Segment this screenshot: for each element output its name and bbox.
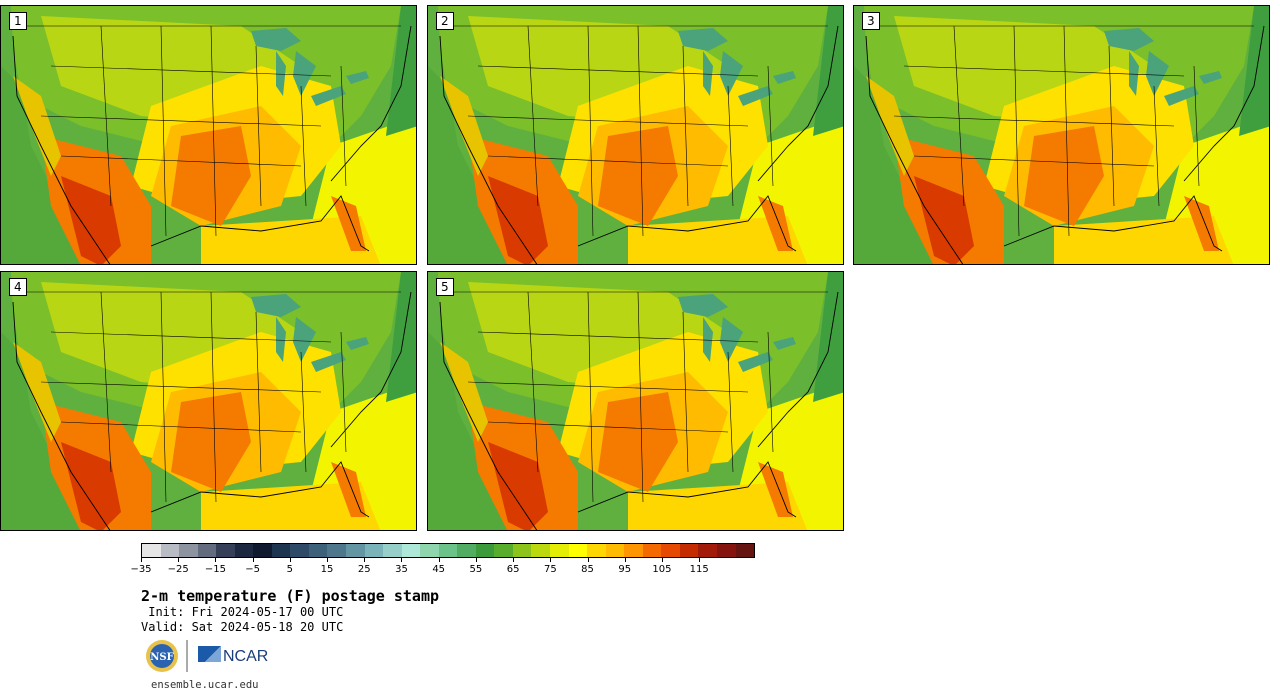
colorbar-swatch: [364, 544, 384, 557]
colorbar-swatch: [253, 544, 272, 557]
colorbar-swatch: [679, 544, 699, 557]
colorbar-tick-label: 55: [469, 564, 483, 575]
colorbar-tick: [475, 558, 477, 562]
colorbar-swatch: [346, 544, 365, 557]
panel-number: 3: [862, 12, 880, 30]
ncar-logo-icon: NCAR: [198, 646, 268, 665]
colorbar-swatch: [271, 544, 291, 557]
temperature-map: [428, 6, 843, 264]
colorbar-swatch: [420, 544, 439, 557]
temperature-map: [1, 272, 416, 530]
colorbar-tick-label: 65: [506, 564, 520, 575]
ncar-logo-text: NCAR: [223, 648, 268, 665]
colorbar-tick: [327, 558, 329, 562]
colorbar-swatch: [142, 544, 161, 557]
colorbar-tick-label: 95: [618, 564, 632, 575]
panel-number: 4: [9, 278, 27, 296]
panel-number: 1: [9, 12, 27, 30]
temperature-map: [1, 6, 416, 264]
colorbar-swatch: [179, 544, 198, 557]
figure-title: 2-m temperature (F) postage stamp: [141, 587, 440, 605]
colorbar-swatch: [661, 544, 680, 557]
colorbar-tick-label: 75: [543, 564, 557, 575]
colorbar-swatch: [401, 544, 421, 557]
temperature-map: [428, 272, 843, 530]
colorbar-tick-label: −25: [167, 564, 189, 575]
valid-time: Valid: Sat 2024-05-18 20 UTC: [141, 620, 344, 634]
colorbar-tick: [513, 558, 515, 562]
colorbar-tick: [252, 558, 254, 562]
colorbar-swatch: [383, 544, 402, 557]
colorbar-tick-label: 105: [652, 564, 672, 575]
colorbar-tick: [438, 558, 440, 562]
colorbar-swatch: [457, 544, 476, 557]
colorbar-tick-label: 85: [581, 564, 594, 575]
colorbar-tick-label: −15: [204, 564, 226, 575]
colorbar-swatch: [512, 544, 532, 557]
colorbar-swatch: [550, 544, 569, 557]
colorbar-tick: [661, 558, 663, 562]
colorbar-swatch: [308, 544, 328, 557]
colorbar: [141, 543, 755, 558]
colorbar-swatch: [234, 544, 254, 557]
colorbar-swatch: [698, 544, 717, 557]
colorbar-tick-label: −5: [245, 564, 260, 575]
colorbar-swatch: [716, 544, 736, 557]
map-panel-5: 5: [427, 271, 844, 531]
colorbar-tick: [550, 558, 552, 562]
map-panel-4: 4: [0, 271, 417, 531]
colorbar-swatch: [568, 544, 588, 557]
colorbar-swatch: [735, 544, 755, 557]
map-panel-2: 2: [427, 5, 844, 265]
colorbar-tick: [624, 558, 626, 562]
colorbar-swatch: [642, 544, 662, 557]
nsf-logo-text: NSF: [150, 652, 173, 663]
panel-number: 5: [436, 278, 454, 296]
colorbar-swatch: [605, 544, 625, 557]
colorbar-swatch: [160, 544, 180, 557]
logos: NSF NCAR: [146, 640, 268, 672]
colorbar-tick: [364, 558, 366, 562]
map-panel-1: 1: [0, 5, 417, 265]
colorbar-swatch: [438, 544, 458, 557]
colorbar-swatch: [216, 544, 235, 557]
colorbar-tick-label: 25: [357, 564, 371, 575]
colorbar-tick-label: −35: [130, 564, 152, 575]
colorbar-swatch: [475, 544, 495, 557]
panel-number: 2: [436, 12, 454, 30]
colorbar-swatch: [327, 544, 347, 557]
colorbar-tick: [289, 558, 291, 562]
colorbar-tick: [215, 558, 217, 562]
colorbar-tick-label: 35: [395, 564, 408, 575]
map-panel-3: 3: [853, 5, 1270, 265]
colorbar-tick: [587, 558, 589, 562]
colorbar-tick: [401, 558, 403, 562]
colorbar-swatch: [494, 544, 513, 557]
colorbar-tick-label: 115: [689, 564, 709, 575]
colorbar-tick: [141, 558, 142, 562]
nsf-logo-icon: NSF: [146, 640, 178, 672]
colorbar-swatch: [624, 544, 643, 557]
temperature-map: [854, 6, 1269, 264]
colorbar-tick-label: 45: [432, 564, 446, 575]
colorbar-tick: [178, 558, 180, 562]
colorbar-ticks: −35 −25 −15 −5 5 15 25 35 45 55 65 75 85 95 105 115: [130, 558, 755, 580]
colorbar-swatch: [197, 544, 217, 557]
colorbar-tick-label: 15: [320, 564, 334, 575]
colorbar-swatch: [290, 544, 309, 557]
site-url: ensemble.ucar.edu: [151, 679, 259, 691]
colorbar-swatch: [531, 544, 551, 557]
colorbar-tick-label: 5: [286, 564, 294, 575]
colorbar-swatch: [587, 544, 606, 557]
colorbar-tick: [699, 558, 701, 562]
init-time: Init: Fri 2024-05-17 00 UTC: [141, 605, 344, 619]
